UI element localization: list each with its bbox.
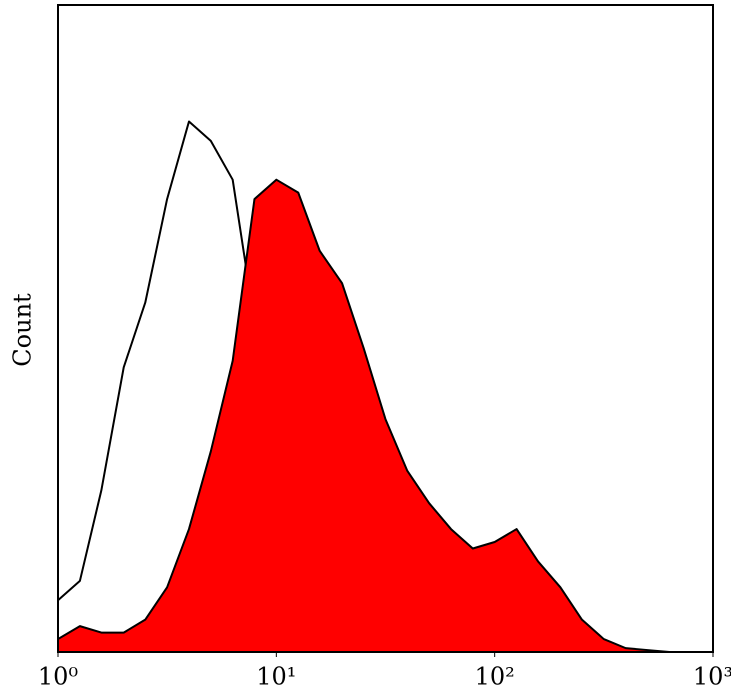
x-tick-label: 10³: [693, 663, 731, 691]
x-tick-label: 10¹: [256, 663, 296, 691]
filled-histogram: [57, 178, 714, 653]
x-tick-label: 10²: [475, 663, 515, 691]
y-axis-label: Count: [9, 293, 37, 367]
x-tick-label: 10⁰: [38, 663, 78, 691]
plot-frame: [57, 4, 714, 653]
